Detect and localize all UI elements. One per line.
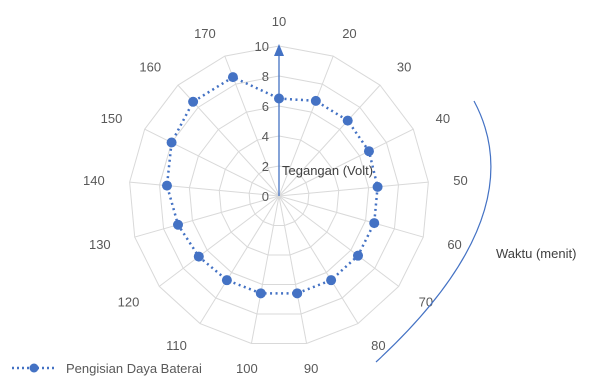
category-label: 10 [272, 14, 286, 29]
category-label: 130 [89, 237, 111, 252]
radial-tick-label: 0 [262, 189, 269, 204]
category-label: 80 [371, 338, 385, 353]
grid-spoke [278, 128, 414, 197]
radial-tick-label: 2 [262, 159, 269, 174]
grid-spoke [278, 181, 429, 197]
grid-spoke [199, 195, 280, 324]
grid-spoke [278, 195, 308, 344]
grid-ring [248, 165, 310, 226]
category-label: 170 [194, 26, 216, 41]
category-label: 100 [236, 361, 258, 376]
grid-spoke [278, 195, 424, 238]
data-point [342, 115, 353, 126]
radial-tick-label: 8 [262, 69, 269, 84]
grid-ring [188, 105, 370, 285]
grid-spoke [278, 55, 334, 197]
data-point [292, 288, 303, 299]
grid-ring [159, 75, 399, 315]
radial-axis-title: Tegangan (Volt) [282, 163, 373, 178]
category-label: 40 [436, 111, 450, 126]
data-point [353, 250, 364, 261]
category-labels: 1020304050607080901001101201301401501601… [83, 14, 468, 376]
data-point [372, 181, 383, 192]
legend-label: Pengisian Daya Baterai [66, 361, 202, 376]
category-label: 90 [304, 361, 318, 376]
data-point [326, 275, 337, 286]
grid-spoke [278, 84, 381, 197]
category-label: 110 [166, 338, 187, 353]
data-point [363, 146, 374, 157]
data-point [161, 180, 172, 191]
data-point [274, 93, 284, 104]
radial-tick-label: 10 [255, 39, 269, 54]
grid-ring [218, 135, 340, 256]
series-layer [161, 72, 383, 299]
data-point [227, 72, 238, 83]
radial-tick-label: 4 [262, 129, 269, 144]
category-label: 70 [419, 294, 433, 309]
data-point [173, 219, 184, 230]
grid-spoke [134, 195, 280, 238]
category-label: 160 [139, 60, 161, 75]
legend: Pengisian Daya Baterai [12, 361, 202, 376]
data-point [310, 95, 321, 106]
grid-spoke [129, 181, 280, 197]
data-point [188, 96, 199, 107]
grid-spoke [158, 195, 280, 287]
category-label: 120 [118, 294, 140, 309]
category-label: 50 [453, 173, 467, 188]
data-point [255, 288, 266, 299]
series-line [165, 75, 379, 295]
category-label: 30 [397, 60, 411, 75]
grid-spoke [278, 195, 400, 287]
legend-marker [29, 363, 39, 373]
grid-ring [129, 45, 429, 344]
radial-axis: 0 2 4 6 8 10 [255, 39, 284, 204]
data-point [193, 251, 204, 262]
angular-axis-title: Waktu (menit) [496, 246, 576, 261]
angular-axis-arc [375, 100, 492, 363]
category-label: 150 [101, 111, 123, 126]
grid-spoke [278, 195, 359, 324]
data-point [166, 137, 177, 148]
data-point [221, 275, 232, 286]
radial-tick-label: 6 [262, 99, 269, 114]
category-label: 140 [83, 173, 105, 188]
data-point [369, 218, 380, 229]
radial-axis-arrow [274, 44, 284, 56]
grid-spoke [250, 195, 280, 344]
category-label: 60 [447, 237, 461, 252]
category-label: 20 [342, 26, 356, 41]
